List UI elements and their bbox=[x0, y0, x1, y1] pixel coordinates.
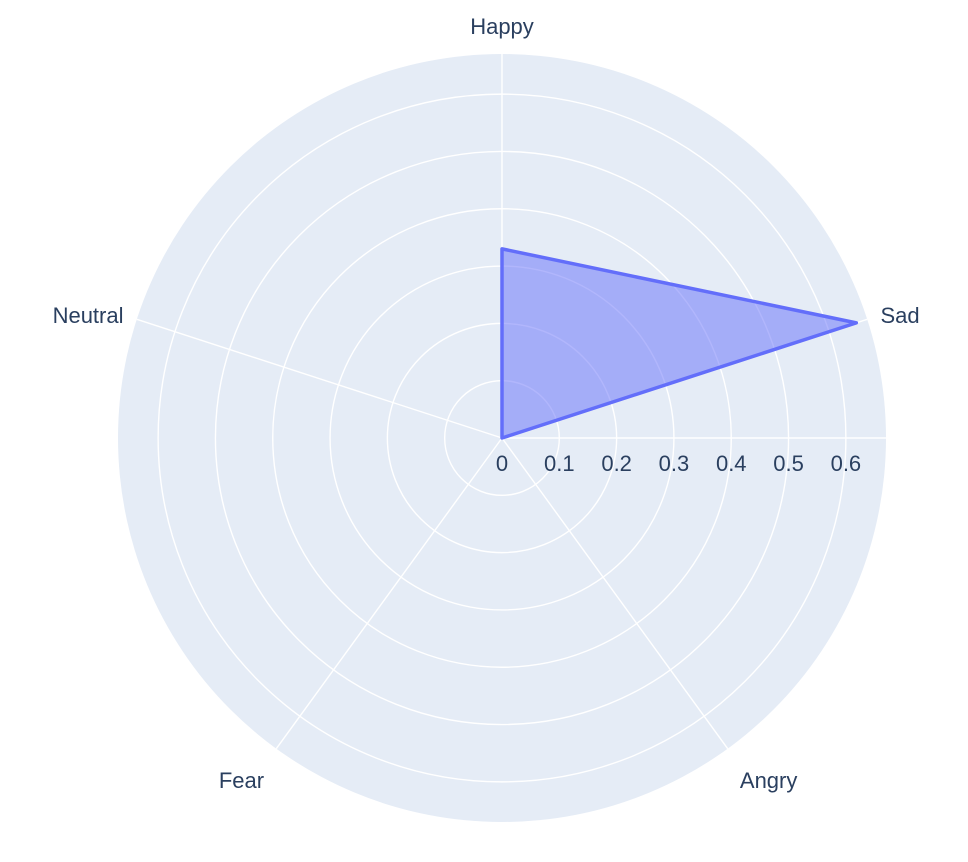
radial-tick-label: 0.1 bbox=[544, 451, 575, 476]
category-label-neutral: Neutral bbox=[53, 303, 124, 328]
spoke-angry bbox=[501, 437, 729, 750]
radial-tick-label: 0.3 bbox=[659, 451, 690, 476]
spoke-fear bbox=[275, 437, 503, 750]
spoke-neutral bbox=[136, 318, 503, 439]
category-label-fear: Fear bbox=[219, 768, 264, 793]
category-labels: Happy Sad Angry Fear Neutral bbox=[53, 14, 920, 793]
radial-tick-label: 0.6 bbox=[831, 451, 862, 476]
category-label-happy: Happy bbox=[470, 14, 534, 39]
series-layer bbox=[500, 247, 859, 440]
radial-tick-label: 0.5 bbox=[773, 451, 804, 476]
radial-tick-label: 0 bbox=[496, 451, 508, 476]
radial-tick-label: 0.4 bbox=[716, 451, 747, 476]
radial-tick-labels: 0 0.1 0.2 0.3 0.4 0.5 0.6 bbox=[496, 451, 861, 476]
radial-tick-label: 0.2 bbox=[601, 451, 632, 476]
series-area-0 bbox=[500, 247, 859, 440]
category-label-angry: Angry bbox=[740, 768, 797, 793]
category-label-sad: Sad bbox=[881, 303, 920, 328]
